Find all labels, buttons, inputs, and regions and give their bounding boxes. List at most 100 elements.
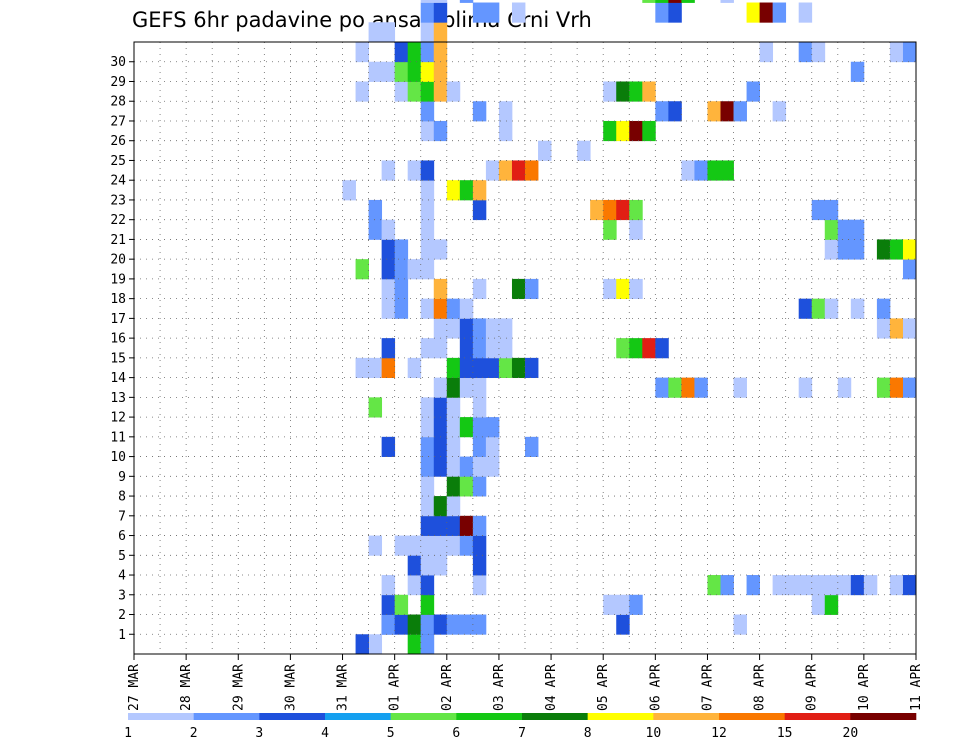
heatmap-cell <box>420 42 435 63</box>
heatmap-cell <box>459 614 474 635</box>
x-tick-label: 02 APR <box>440 664 455 711</box>
heatmap-cell <box>433 496 448 517</box>
heatmap-cell <box>446 476 461 497</box>
y-tick-label: 23 <box>110 193 126 208</box>
heatmap-cell <box>355 259 369 280</box>
heatmap-cell <box>420 239 435 260</box>
heatmap-cell <box>577 140 591 161</box>
heatmap-cell <box>472 397 487 418</box>
y-tick-label: 9 <box>118 470 126 485</box>
heatmap-cell <box>407 357 422 379</box>
heatmap-cell <box>603 594 617 615</box>
heatmap-cell <box>368 219 383 240</box>
heatmap-cell <box>668 0 682 3</box>
heatmap-cell <box>681 0 695 3</box>
heatmap-cell <box>433 456 448 477</box>
heatmap-cell <box>420 456 435 477</box>
heatmap-cell <box>420 199 435 221</box>
heatmap-cell <box>381 278 396 300</box>
heatmap-cell <box>342 180 356 201</box>
heatmap-cell <box>381 22 396 43</box>
heatmap-cell <box>772 575 787 596</box>
heatmap-cell <box>824 219 839 240</box>
heatmap-cell <box>433 338 448 359</box>
y-tick-label: 2 <box>118 608 126 623</box>
heatmap-cell <box>472 199 487 221</box>
heatmap-cell <box>407 575 422 596</box>
heatmap-cell <box>472 101 487 122</box>
heatmap-cell <box>446 456 461 477</box>
heatmap-cell <box>525 278 539 300</box>
heatmap-cell <box>420 476 435 497</box>
heatmap-cell <box>485 456 500 477</box>
legend-swatch <box>850 713 917 720</box>
heatmap-cell <box>394 298 409 319</box>
heatmap-cell <box>746 575 760 596</box>
y-tick-label: 30 <box>110 55 126 70</box>
x-tick-label: 29 MAR <box>231 664 246 711</box>
heatmap-cell <box>407 614 422 635</box>
heatmap-cell <box>616 594 630 615</box>
x-tick-label: 11 APR <box>909 664 924 711</box>
heatmap-cell <box>824 239 839 260</box>
heatmap-cell <box>459 476 474 497</box>
y-tick-label: 27 <box>110 114 126 129</box>
y-tick-label: 22 <box>110 213 126 228</box>
heatmap-cell <box>655 0 669 3</box>
x-tick-label: 07 APR <box>700 664 715 711</box>
grid-lines <box>134 42 916 654</box>
heatmap-cell <box>459 377 474 398</box>
x-tick-label: 09 APR <box>805 664 820 711</box>
heatmap-cell <box>433 278 448 300</box>
heatmap-cell <box>394 42 409 63</box>
heatmap-cell <box>355 634 369 655</box>
y-tick-label: 26 <box>110 134 126 149</box>
y-tick-label: 17 <box>110 312 126 327</box>
heatmap-cell <box>381 614 396 635</box>
heatmap-cell <box>485 417 500 438</box>
heatmap-cell <box>850 239 865 260</box>
heatmap-cell <box>420 61 435 82</box>
heatmap-cell <box>394 614 409 635</box>
heatmap-cell <box>420 575 435 596</box>
heatmap-cell <box>889 575 904 596</box>
x-tick-label: 27 MAR <box>127 664 142 711</box>
heatmap-cell <box>459 318 474 339</box>
heatmap-cell <box>629 120 643 142</box>
heatmap-cell <box>642 81 656 102</box>
heatmap-cell <box>420 259 435 280</box>
heatmap-cell <box>642 120 656 142</box>
heatmap-cell <box>472 377 487 398</box>
heatmap-cell <box>498 101 513 122</box>
heatmap-cell <box>472 535 487 556</box>
heatmap-cell <box>876 318 891 339</box>
heatmap-cells <box>342 0 917 655</box>
heatmap-cell <box>603 219 617 240</box>
heatmap-cell <box>668 377 682 398</box>
heatmap-cell <box>433 298 448 319</box>
heatmap-cell <box>420 0 435 3</box>
heatmap-cell <box>472 318 487 339</box>
heatmap-cell <box>707 575 721 596</box>
legend-swatch <box>456 713 523 720</box>
heatmap-cell <box>538 140 552 161</box>
legend-swatch <box>784 713 851 720</box>
heatmap-cell <box>902 318 917 339</box>
y-tick-label: 25 <box>110 154 126 169</box>
heatmap-cell <box>498 120 513 142</box>
heatmap-cell <box>368 634 383 655</box>
heatmap-cell <box>381 338 396 359</box>
heatmap-cell <box>446 318 461 339</box>
heatmap-cell <box>459 456 474 477</box>
heatmap-cell <box>511 160 526 181</box>
heatmap-cell <box>733 101 747 122</box>
heatmap-cell <box>681 377 695 398</box>
heatmap-cell <box>485 318 500 339</box>
heatmap-cell <box>511 357 526 379</box>
legend-label: 8 <box>584 726 592 741</box>
y-tick-label: 29 <box>110 75 126 90</box>
heatmap-cell <box>603 81 617 102</box>
heatmap-cell <box>785 575 800 596</box>
heatmap-cell <box>824 199 839 221</box>
legend-label: 3 <box>255 726 263 741</box>
